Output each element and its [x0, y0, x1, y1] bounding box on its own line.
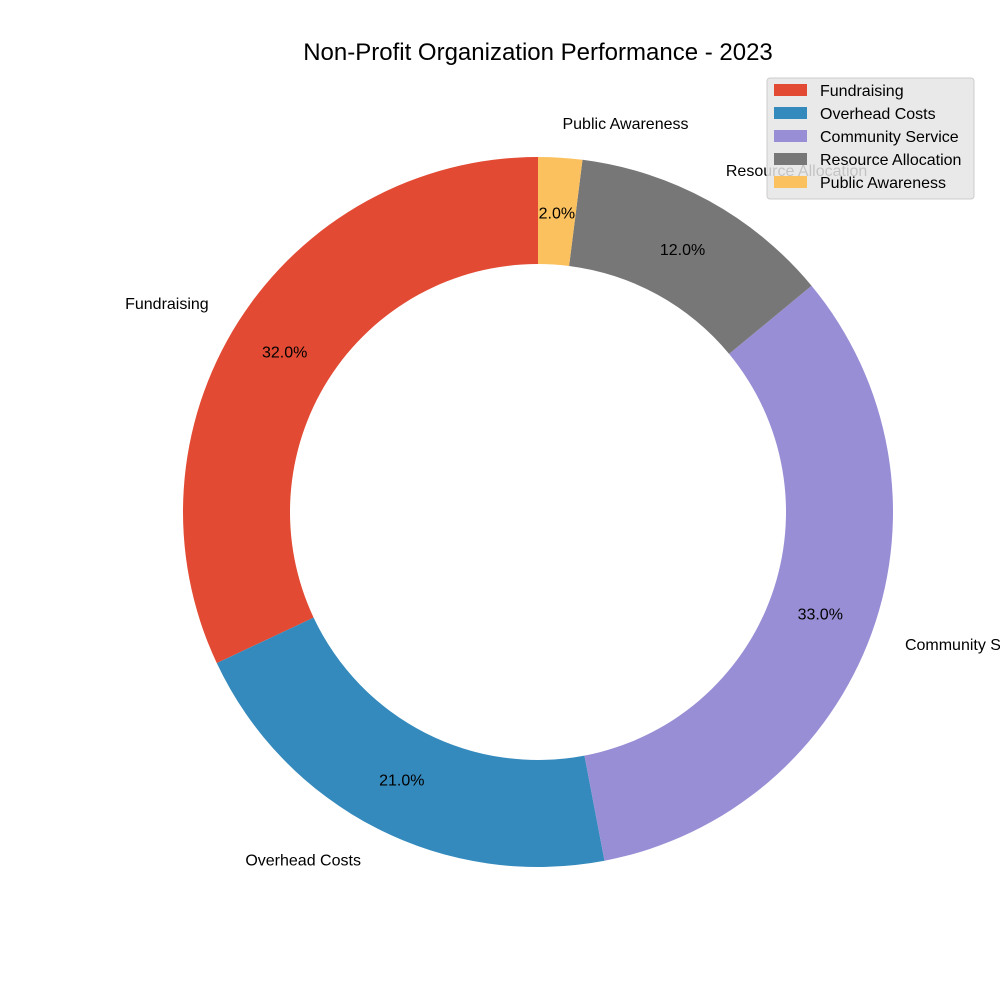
slice-label-community-service: Community Service [905, 637, 1000, 654]
legend-swatch-community-service [774, 130, 807, 142]
legend-label-community-service: Community Service [820, 129, 959, 146]
chart-title: Non-Profit Organization Performance - 20… [303, 39, 773, 66]
legend-swatch-fundraising [774, 84, 807, 96]
legend: Fundraising Overhead Costs Community Servi… [766, 77, 975, 200]
slice-fundraising [182, 157, 538, 664]
slice-overhead-costs [216, 617, 605, 867]
percent-label-fundraising: 32.0% [262, 344, 307, 361]
legend-label-overhead-costs: Overhead Costs [820, 106, 936, 123]
donut-slices [182, 157, 894, 867]
percent-label-resource-allocation: 12.0% [660, 242, 705, 259]
legend-label-resource-allocation: Resource Allocation [820, 152, 961, 169]
percent-labels: 32.0% 21.0% 33.0% 12.0% 2.0% [262, 206, 843, 790]
slice-community-service [584, 285, 894, 861]
slice-public-awareness [538, 157, 583, 266]
slice-label-overhead-costs: Overhead Costs [245, 852, 361, 869]
legend-items: Fundraising Overhead Costs Community Servi… [774, 83, 961, 192]
percent-label-overhead-costs: 21.0% [379, 772, 424, 789]
slice-label-fundraising: Fundraising [125, 296, 209, 313]
legend-swatch-overhead-costs [774, 107, 807, 119]
legend-frame [766, 77, 975, 200]
legend-swatch-public-awareness [774, 176, 807, 188]
legend-label-fundraising: Fundraising [820, 83, 904, 100]
percent-label-community-service: 33.0% [798, 607, 843, 624]
legend-label-public-awareness: Public Awareness [820, 175, 946, 192]
slice-resource-allocation [569, 159, 812, 354]
legend-swatch-resource-allocation [774, 153, 807, 165]
percent-label-public-awareness: 2.0% [539, 206, 575, 223]
slice-label-public-awareness: Public Awareness [562, 116, 688, 133]
